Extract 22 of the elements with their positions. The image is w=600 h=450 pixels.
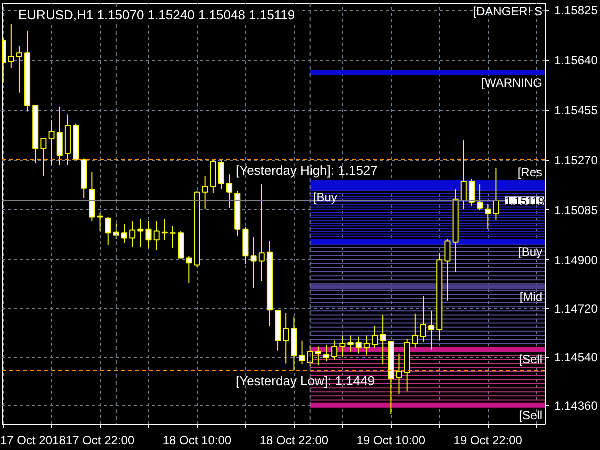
x-tick-label: 18 Oct 22:00: [260, 434, 329, 448]
y-tick-label: 1.15270: [554, 154, 598, 168]
y-tick-label: 1.14540: [554, 350, 598, 365]
annotation: [DANGER! S: [473, 4, 543, 18]
x-tick-label: 17 Oct 2018: [0, 434, 66, 448]
y-tick-label: 1.15640: [554, 54, 598, 68]
ref-line-label: [Yesterday High]: 1.1527: [236, 163, 378, 178]
series-label: [WARNING: [482, 76, 543, 90]
ref-line-label: 1.15119: [506, 196, 545, 208]
x-tick-label: 17 Oct 22:00: [66, 434, 135, 448]
series-label: [Sell: [519, 408, 542, 422]
y-tick-label: 1.15085: [554, 203, 598, 218]
y-tick-label: 1.15455: [554, 104, 598, 118]
chart-title: EURUSD,H1 1.15070 1.15240 1.15048 1.15119: [18, 8, 296, 22]
y-tick-label: 1.14720: [554, 302, 598, 316]
x-tick-label: 19 Oct 10:00: [356, 434, 426, 448]
y-tick-label: 1.14900: [554, 253, 598, 268]
y-tick-label: 1.15825: [554, 4, 598, 18]
y-tick-label: 1.14360: [554, 399, 598, 414]
series-label: [Res: [518, 166, 543, 180]
x-tick-label: 18 Oct 10:00: [162, 434, 232, 448]
x-tick-label: 19 Oct 22:00: [454, 434, 523, 448]
